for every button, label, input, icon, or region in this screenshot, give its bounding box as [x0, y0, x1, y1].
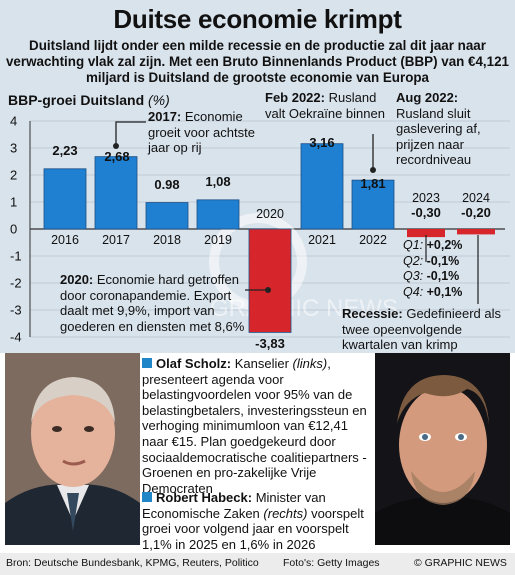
category-label-2017: 2017: [102, 233, 130, 247]
footer: Bron: Deutsche Bundesbank, KPMG, Reuters…: [0, 553, 515, 575]
bio-olaf-scholz: Olaf Scholz: Kanselier (links), presente…: [142, 356, 370, 496]
quarter-label: Q1:: [403, 238, 427, 252]
annotation-aug-2022-text: Rusland sluit gaslevering af, prijzen na…: [396, 105, 481, 168]
subtitle: Duitsland lijdt onder een milde recessie…: [5, 38, 509, 85]
bar-2024: [457, 229, 495, 235]
bio-robert-habeck: Robert Habeck: Minister van Economische …: [142, 490, 370, 552]
category-label-2023: 2023: [412, 191, 440, 205]
value-label-2019: 1,08: [205, 174, 230, 189]
bio-scholz-text-a: Kanselier: [231, 356, 293, 371]
annotation-recessie-label: Recessie:: [342, 306, 403, 321]
footer-brand: © GRAPHIC NEWS: [414, 557, 507, 569]
annotation-recessie-text: Gedefinieerd als twee opeenvolgende kwar…: [342, 306, 501, 352]
quarter-row: Q3: -0,1%: [403, 269, 462, 285]
category-label-2016: 2016: [51, 233, 79, 247]
bio-scholz-side: (links): [292, 356, 328, 371]
quarter-label: Q2:: [403, 253, 427, 268]
bio-habeck-text-b: voorspelt groei voor volgend jaar en voo…: [142, 505, 364, 552]
bar-2018: [145, 202, 189, 230]
annotation-2017: 2017: Economie groeit voor achtste jaar …: [148, 109, 266, 156]
category-label-2021: 2021: [308, 233, 336, 247]
category-label-2020: 2020: [256, 207, 284, 221]
value-label-2021: 3,16: [309, 135, 334, 150]
y-tick-label: -1: [10, 249, 22, 264]
bar-2016: [43, 168, 87, 230]
annotation-aug-2022: Aug 2022: Rusland sluit gaslevering af, …: [396, 90, 508, 168]
annotation-2020-label: 2020:: [60, 272, 94, 287]
leader-2017: [115, 121, 146, 146]
bullet-square: [142, 492, 152, 502]
value-label-2017: 2,68: [104, 149, 129, 164]
value-label-2022: 1,81: [360, 176, 385, 191]
bar-2022: [351, 179, 395, 230]
leader-dot-2017: [113, 143, 119, 149]
value-label-2023: -0,30: [411, 205, 441, 220]
page-title: Duitse economie krimpt: [113, 4, 402, 34]
annotation-feb-2022-label: Feb 2022:: [265, 90, 325, 105]
leader-dot-2020: [265, 287, 271, 293]
photo-robert-habeck: [375, 353, 510, 545]
value-label-2024: -0,20: [461, 205, 491, 220]
bio-scholz-name: Olaf Scholz:: [156, 356, 232, 371]
chart-unit: (%): [148, 92, 170, 108]
category-label-2018: 2018: [153, 233, 181, 247]
y-tick-label: 1: [10, 195, 17, 210]
annotation-2017-label: 2017:: [148, 109, 182, 124]
bar-2017: [94, 156, 138, 230]
quarter-row: Q1: +0,2%: [403, 238, 462, 254]
chart-title-text: BBP-groei Duitsland: [8, 92, 145, 108]
quarter-value: +0,2%: [426, 238, 463, 252]
annotation-aug-2022-label: Aug 2022:: [396, 90, 459, 105]
bar-2021: [300, 143, 344, 230]
quarterly-2023-list: Q1: +0,2% Q2: -0,1% Q3: -0,1% Q4: +0,1%: [403, 238, 462, 300]
chart-title: BBP-groei Duitsland (%): [8, 92, 170, 108]
y-tick-label: 2: [10, 168, 17, 183]
y-tick-label: -2: [10, 276, 22, 291]
footer-photos: Foto's: Getty Images: [283, 557, 380, 569]
gdp-bar-chart: 4 3 2 1 0 -1 -2 -3 -4 GRAPHIC NEWS 2,23 2016 2,68 2…: [10, 114, 510, 351]
value-label-2018: 0.98: [154, 177, 179, 192]
y-tick-label: 4: [10, 114, 17, 129]
value-label-2016: 2,23: [52, 143, 77, 158]
category-label-2024: 2024: [462, 191, 490, 205]
y-tick-label: 3: [10, 141, 17, 156]
quarter-value: -0,1%: [426, 269, 460, 283]
quarter-label: Q3:: [403, 269, 427, 283]
category-label-2022: 2022: [359, 233, 387, 247]
bar-2023: [407, 229, 445, 238]
y-tick-label: -3: [10, 303, 22, 318]
bio-habeck-name: Robert Habeck:: [156, 490, 253, 505]
leader-dot-aug-2022: [370, 167, 376, 173]
y-tick-label: -4: [10, 330, 22, 345]
watermark-text: GRAPHIC NEWS: [210, 295, 398, 322]
people-panel: Olaf Scholz: Kanselier (links), presente…: [0, 353, 515, 553]
value-label-2020: -3,83: [255, 336, 285, 351]
annotation-2020-text: Economie hard getroffen door coronapande…: [60, 272, 245, 334]
bio-habeck-text-a: Minister van Economische Zaken: [142, 490, 326, 521]
quarter-row: Q4: +0,1%: [403, 285, 462, 301]
bullet-square: [142, 358, 152, 368]
bar-2020: [248, 228, 292, 333]
quarter-label: Q4:: [403, 284, 427, 299]
footer-source: Bron: Deutsche Bundesbank, KPMG, Reuters…: [6, 557, 259, 569]
quarter-value: -0,1%: [426, 253, 460, 268]
bar-2019: [196, 199, 240, 230]
annotation-2020: 2020: Economie hard getroffen door coron…: [60, 272, 245, 334]
annotation-feb-2022-text: Rusland valt Oekraïne binnen: [265, 90, 385, 121]
bio-scholz-text-b: , presenteert agenda voor belastingvoord…: [142, 356, 367, 496]
quarter-value: +0,1%: [426, 284, 463, 299]
annotation-feb-2022: Feb 2022: Rusland valt Oekraïne binnen: [265, 90, 391, 121]
category-label-2019: 2019: [204, 233, 232, 247]
photo-olaf-scholz: [5, 353, 140, 545]
annotation-2017-text: Economie groeit voor achtste jaar op rij: [148, 109, 255, 155]
y-tick-label: 0: [10, 222, 17, 237]
bio-habeck-side: (rechts): [263, 505, 308, 521]
quarter-row: Q2: -0,1%: [403, 254, 462, 270]
annotation-recessie: Recessie: Gedefinieerd als twee opeenvol…: [342, 306, 510, 353]
